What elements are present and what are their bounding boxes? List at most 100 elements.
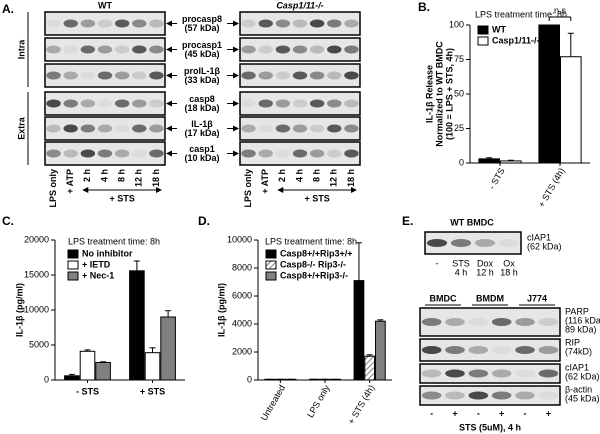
error-bar: [567, 32, 574, 57]
band: [258, 45, 273, 54]
error-bar: [149, 347, 156, 353]
band: [46, 19, 61, 28]
legend-swatch: [67, 271, 79, 281]
band: [241, 45, 256, 54]
band: [344, 19, 359, 28]
group-label: BMDC: [430, 293, 457, 303]
band: [80, 99, 96, 108]
blot: [419, 307, 561, 337]
band: [80, 19, 96, 28]
band: [46, 149, 61, 158]
blot: [419, 338, 561, 362]
band-label: proIL-1β: [184, 66, 220, 76]
band: [46, 45, 61, 54]
band: [445, 318, 465, 326]
band: [63, 99, 78, 108]
band-label: 89 kDa): [565, 324, 597, 334]
error-bar: [84, 349, 91, 352]
lane-label: Dox: [477, 258, 494, 268]
band: [309, 19, 325, 28]
bar: [478, 158, 500, 164]
error-bar: [507, 159, 514, 161]
bar: [160, 316, 176, 381]
band: [114, 124, 130, 133]
panel-label: E.: [402, 214, 413, 228]
band: [474, 239, 496, 247]
lane-label: STS: [452, 258, 470, 268]
band: [468, 318, 489, 326]
band: [241, 71, 256, 80]
bar: [538, 24, 561, 164]
band: [309, 124, 325, 133]
lane-label: 18 h: [500, 267, 518, 277]
y-tick-label: 100: [449, 19, 464, 29]
band: [149, 99, 164, 108]
blot: [239, 116, 361, 141]
y-tick-label: 50: [454, 88, 464, 98]
blot: [424, 231, 522, 255]
band: [275, 45, 291, 54]
band: [275, 149, 291, 158]
chart-title: LPS treatment time: 8h: [68, 236, 160, 246]
blot: [239, 37, 361, 62]
band: [426, 239, 448, 247]
band-label: (45 kDa): [565, 393, 600, 403]
y-tick-label: 8000: [232, 262, 252, 272]
band: [80, 71, 96, 80]
band: [132, 45, 147, 54]
error-bar: [355, 242, 362, 281]
chart-title: LPS treatment time: 8h: [475, 9, 567, 19]
band: [241, 124, 256, 133]
panel-label: D.: [198, 214, 210, 228]
y-tick-label: 10000: [24, 304, 49, 314]
bar: [500, 160, 522, 164]
band: [97, 71, 113, 80]
y-tick-label: 4000: [232, 318, 252, 328]
band-label: (57 kDa): [184, 23, 219, 33]
band: [149, 71, 164, 80]
legend-swatch: [265, 249, 277, 259]
band-label: casp8: [189, 94, 215, 104]
band: [309, 99, 325, 108]
band: [258, 124, 273, 133]
band: [63, 149, 78, 158]
bar: [79, 350, 96, 381]
band: [421, 346, 442, 354]
band: [149, 19, 164, 28]
band: [421, 369, 442, 378]
band: [344, 124, 359, 133]
band: [132, 124, 147, 133]
legend-swatch: [67, 260, 79, 270]
band: [468, 369, 489, 378]
band-label: procasp8: [182, 14, 222, 24]
band: [292, 71, 308, 80]
band: [97, 149, 113, 158]
band: [538, 318, 559, 326]
band: [63, 19, 78, 28]
band: [445, 369, 465, 378]
band-label: (62 kDa): [527, 241, 562, 251]
band: [275, 71, 291, 80]
lane-label: 4 h: [455, 267, 468, 277]
band: [275, 19, 291, 28]
band-label: PARP: [565, 306, 589, 316]
band-label: (17 kDa): [184, 128, 219, 138]
lane-label: + ATP: [260, 169, 270, 194]
band: [241, 19, 256, 28]
band: [327, 124, 342, 133]
blot: [44, 116, 166, 141]
lane-label: 18 h: [151, 169, 161, 187]
band: [46, 99, 61, 108]
sign-label: -: [430, 408, 433, 418]
legend-swatch: [265, 271, 277, 281]
treatment-label: + STS: [305, 193, 330, 203]
band-label: (45 kDa): [184, 49, 219, 59]
band: [149, 149, 164, 158]
compartment-label: Extra: [16, 116, 26, 140]
lane-label: LPS only: [48, 169, 58, 208]
legend-label: Casp8-/- Rip3-/-: [280, 259, 346, 269]
blot: [44, 11, 166, 36]
band: [80, 45, 96, 54]
legend-swatch: [477, 25, 489, 35]
band: [327, 45, 342, 54]
